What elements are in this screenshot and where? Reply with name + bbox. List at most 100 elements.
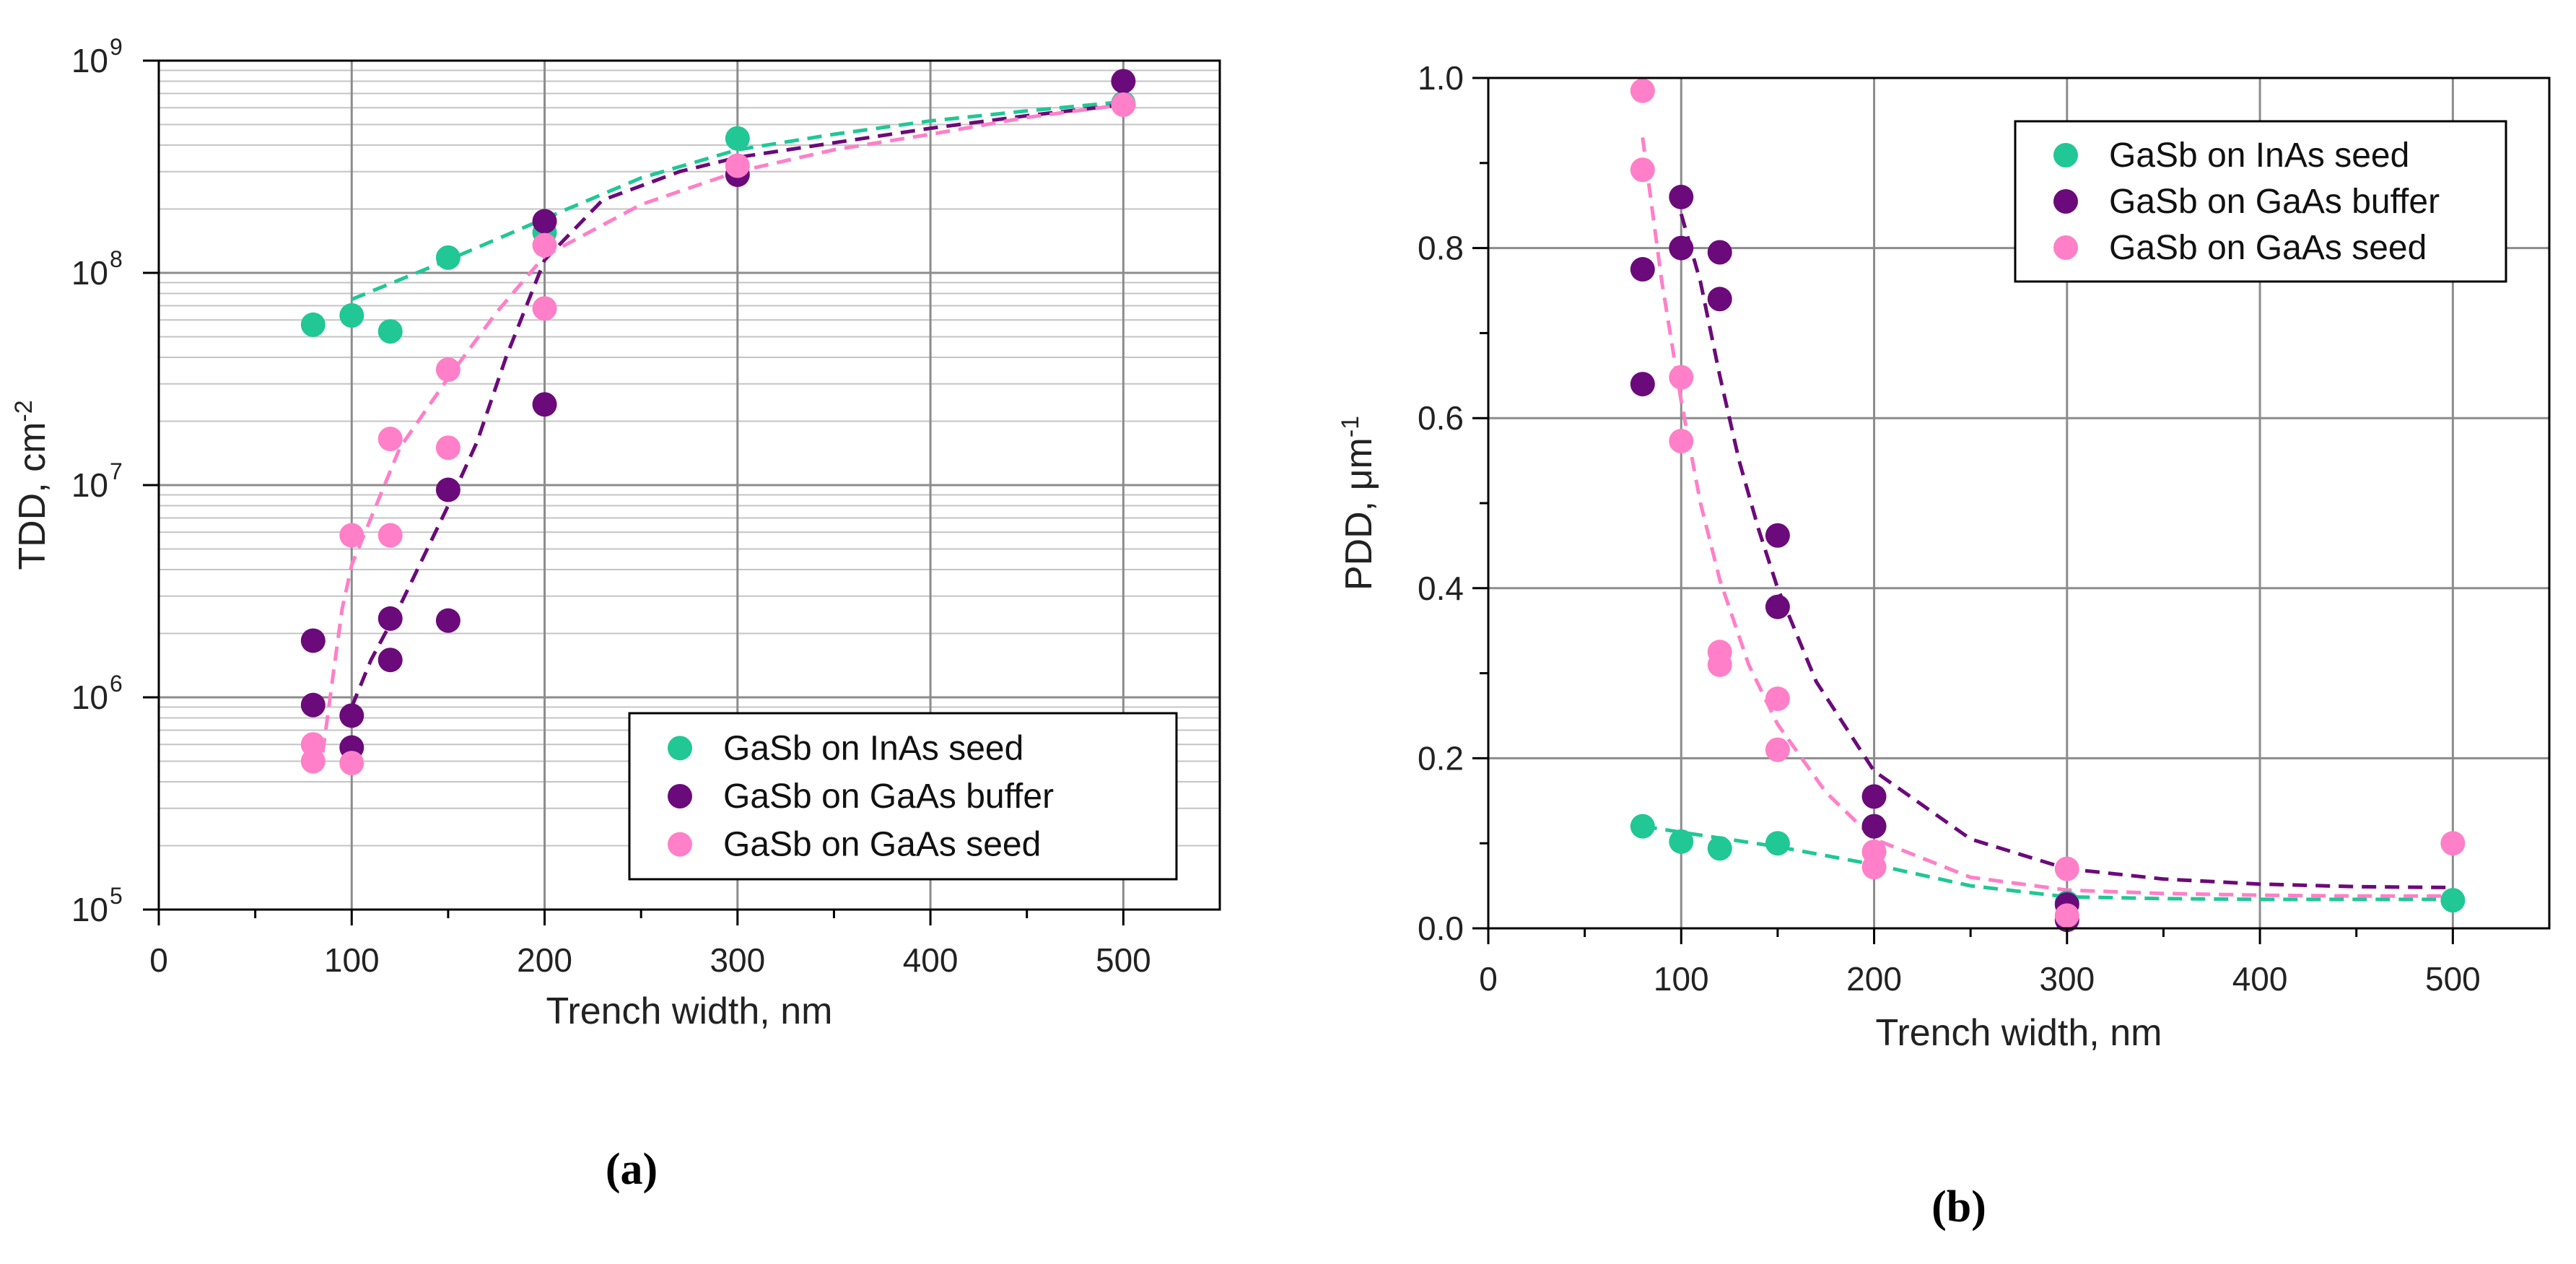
y-tick-base: 10 (71, 42, 108, 79)
data-point (1630, 257, 1655, 282)
y-axis-title-text: PDD, μm (1338, 437, 1380, 590)
data-point (377, 523, 403, 548)
legend-box (628, 712, 1178, 881)
legend-marker-2 (2053, 235, 2078, 260)
panel-caption: (b) (1931, 1182, 1986, 1232)
legend-marker-1 (2053, 189, 2078, 214)
data-point (377, 319, 403, 344)
data-point (532, 209, 557, 234)
legend: GaSb on InAs seed GaSb on GaAs buffer GaSb… (2014, 120, 2507, 283)
y-axis-title: PDD, μm-1 (1337, 416, 1380, 590)
fit-curve-0 (351, 100, 1124, 302)
data-point (1669, 429, 1694, 454)
y-tick-label: 0.4 (1418, 570, 1464, 607)
x-tick-label: 0 (149, 941, 168, 979)
data-point (1707, 836, 1732, 861)
data-point (1765, 594, 1790, 619)
data-point (1861, 855, 1887, 880)
y-tick-base: 10 (71, 254, 108, 292)
y-tick-label: 10 (71, 42, 108, 79)
x-tick-label: 400 (903, 941, 959, 979)
data-point (1111, 69, 1136, 94)
data-point (300, 732, 326, 757)
fit-curve-1 (349, 103, 1124, 708)
y-tick-label: 10 (71, 254, 108, 292)
y-tick-label: 0.6 (1418, 399, 1464, 437)
legend-label-2: GaSb on GaAs seed (723, 826, 1041, 864)
y-tick-base: 10 (71, 891, 108, 928)
data-point (2054, 903, 2079, 928)
x-axis-title: Trench width, nm (546, 990, 833, 1032)
legend-marker-2 (668, 832, 692, 857)
y-tick-exponent: 8 (110, 246, 123, 272)
y-tick-label: 0.8 (1418, 230, 1464, 267)
legend: GaSb on InAs seed GaSb on GaAs buffer GaSb… (628, 712, 1178, 881)
y-tick-base: 10 (71, 466, 108, 504)
series-2 (300, 92, 1136, 776)
panel-b: 0 100 200 300 400 500 0.0 0.2 0.4 0.6 0.8 1.0 Trench… (1337, 59, 2551, 1232)
y-tick-exponent: 5 (110, 883, 123, 909)
x-tick-label: 100 (1654, 960, 1709, 998)
x-tick-label: 0 (1479, 960, 1498, 998)
data-point (435, 608, 460, 633)
y-tick-exponent: 9 (110, 34, 123, 60)
y-tick-label: 0.2 (1418, 739, 1464, 777)
data-point (532, 392, 557, 417)
data-point (377, 606, 403, 631)
data-point (1630, 372, 1655, 397)
legend-marker-0 (2053, 143, 2078, 167)
data-point (1765, 686, 1790, 711)
legend-box (2014, 120, 2507, 283)
y-tick-base: 10 (71, 679, 108, 716)
data-point (1630, 814, 1655, 839)
legend-label-1: GaSb on GaAs buffer (723, 777, 1054, 816)
y-tick-exponent: 7 (110, 458, 123, 484)
data-point (300, 312, 326, 337)
data-point (532, 232, 557, 258)
y-axis-title-text: TDD, cm (12, 422, 53, 570)
x-tick-label: 300 (710, 941, 765, 979)
data-point (2440, 831, 2466, 856)
legend-marker-1 (668, 784, 692, 808)
y-tick-label: 10 (71, 679, 108, 716)
data-point (300, 692, 326, 718)
data-point (2440, 888, 2466, 913)
y-axis-title: TDD, cm-2 (10, 400, 53, 570)
data-point (1669, 829, 1694, 854)
x-tick-label: 400 (2232, 960, 2288, 998)
series-2 (1630, 78, 2466, 928)
x-axis-title: Trench width, nm (1876, 1012, 2162, 1054)
legend-marker-0 (668, 736, 692, 761)
data-point (532, 296, 557, 321)
data-point (1111, 92, 1136, 118)
x-tick-label: 200 (517, 941, 572, 979)
y-tick-label: 1.0 (1418, 59, 1464, 97)
data-point (377, 427, 403, 452)
y-axis-title-superscript: -1 (1337, 416, 1364, 437)
data-point (725, 153, 750, 178)
data-point (339, 703, 364, 728)
data-point (377, 648, 403, 673)
data-point (435, 357, 460, 383)
data-point (300, 749, 326, 774)
data-point (339, 751, 364, 776)
fit-curve-2 (320, 103, 1124, 753)
y-axis-title-superscript: -2 (10, 400, 38, 422)
data-point (1765, 523, 1790, 548)
data-point (1630, 78, 1655, 103)
x-tick-label: 200 (1846, 960, 1902, 998)
legend-label-0: GaSb on InAs seed (723, 729, 1023, 767)
x-tick-label: 500 (2425, 960, 2481, 998)
y-tick-label: 10 (71, 891, 108, 928)
data-point (1861, 814, 1887, 839)
fit-curve-0 (1642, 824, 2453, 902)
x-tick-label: 300 (2039, 960, 2095, 998)
data-point (339, 523, 364, 548)
data-point (1765, 831, 1790, 856)
legend-label-2: GaSb on GaAs seed (2109, 229, 2427, 267)
y-tick-label: 0.0 (1418, 910, 1464, 947)
data-point (725, 126, 750, 151)
legend-label-1: GaSb on GaAs buffer (2109, 183, 2440, 221)
data-point (300, 628, 326, 653)
